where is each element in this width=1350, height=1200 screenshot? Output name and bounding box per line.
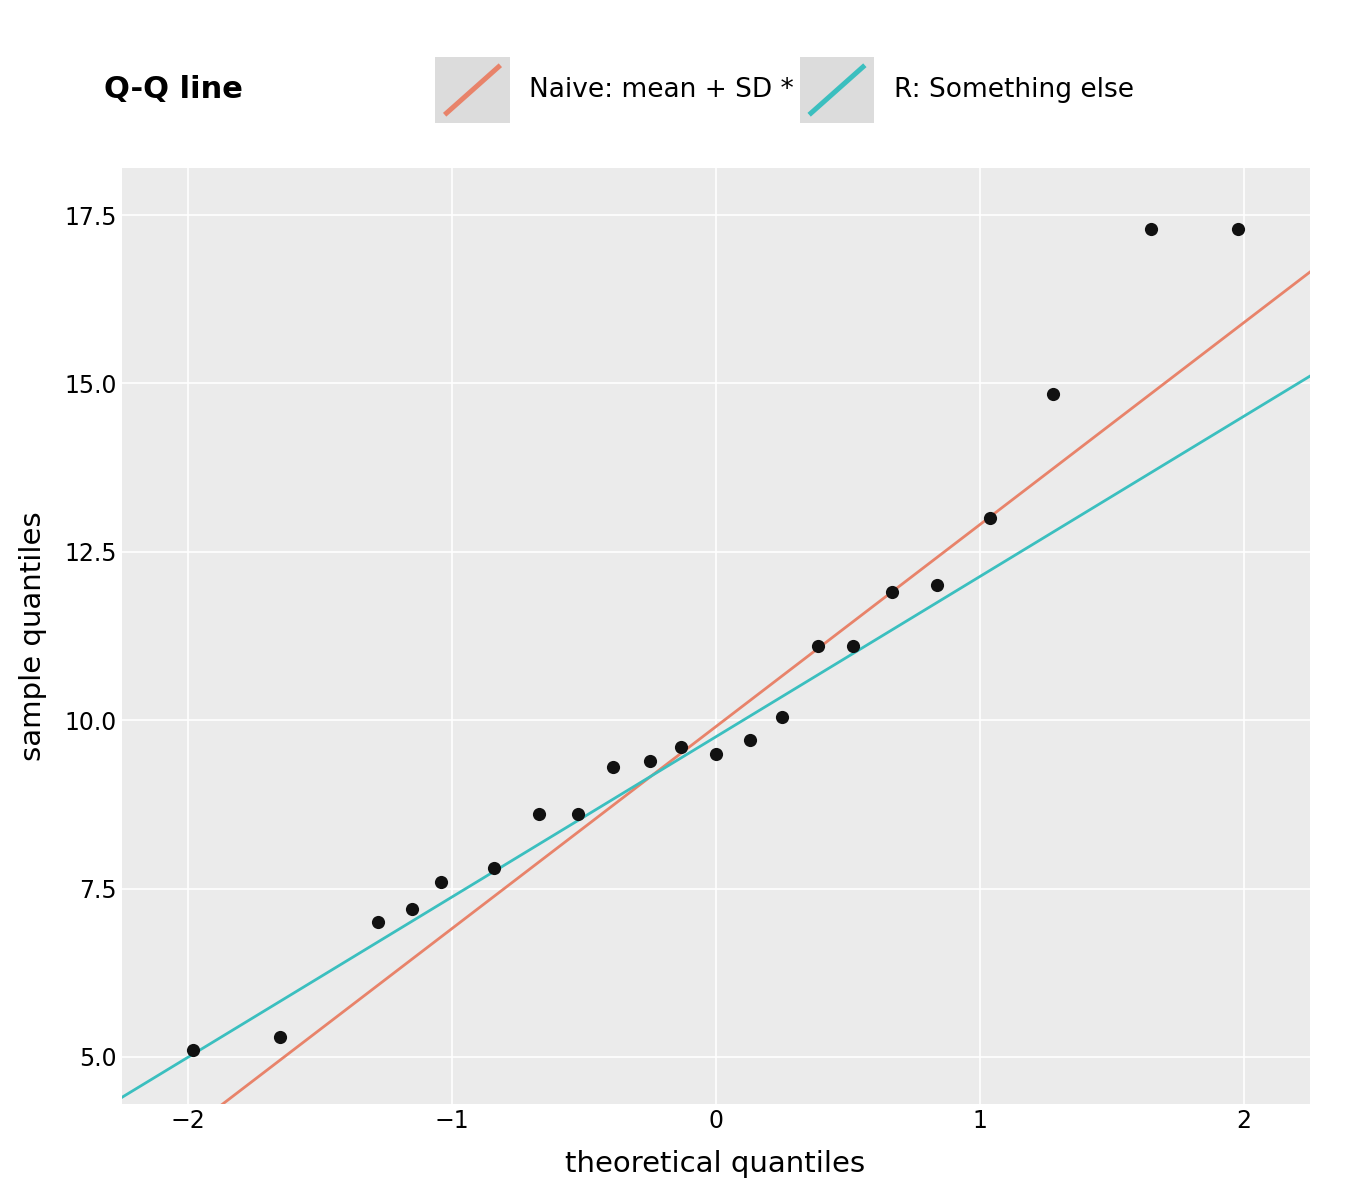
Point bbox=[483, 859, 505, 878]
Point bbox=[602, 757, 624, 776]
Point bbox=[401, 899, 423, 918]
Text: Naive: mean + SD * x: Naive: mean + SD * x bbox=[529, 77, 818, 103]
Point bbox=[1227, 220, 1249, 239]
Point bbox=[807, 636, 829, 655]
Point bbox=[671, 738, 693, 757]
Point bbox=[639, 751, 660, 770]
Point bbox=[567, 805, 589, 824]
Text: Q-Q line: Q-Q line bbox=[104, 76, 243, 104]
Y-axis label: sample quantiles: sample quantiles bbox=[19, 511, 47, 761]
Point bbox=[431, 872, 452, 892]
Point bbox=[979, 509, 1000, 528]
Point bbox=[269, 1027, 290, 1046]
Point bbox=[528, 805, 549, 824]
Point bbox=[771, 707, 792, 726]
Point bbox=[182, 1040, 204, 1060]
X-axis label: theoretical quantiles: theoretical quantiles bbox=[566, 1150, 865, 1177]
Point bbox=[367, 912, 389, 931]
Point bbox=[926, 576, 948, 595]
Point bbox=[1042, 384, 1064, 403]
Point bbox=[705, 744, 726, 763]
Point bbox=[882, 583, 903, 602]
Point bbox=[1141, 220, 1162, 239]
Point bbox=[738, 731, 760, 750]
Point bbox=[842, 636, 864, 655]
Text: R: Something else: R: Something else bbox=[894, 77, 1134, 103]
